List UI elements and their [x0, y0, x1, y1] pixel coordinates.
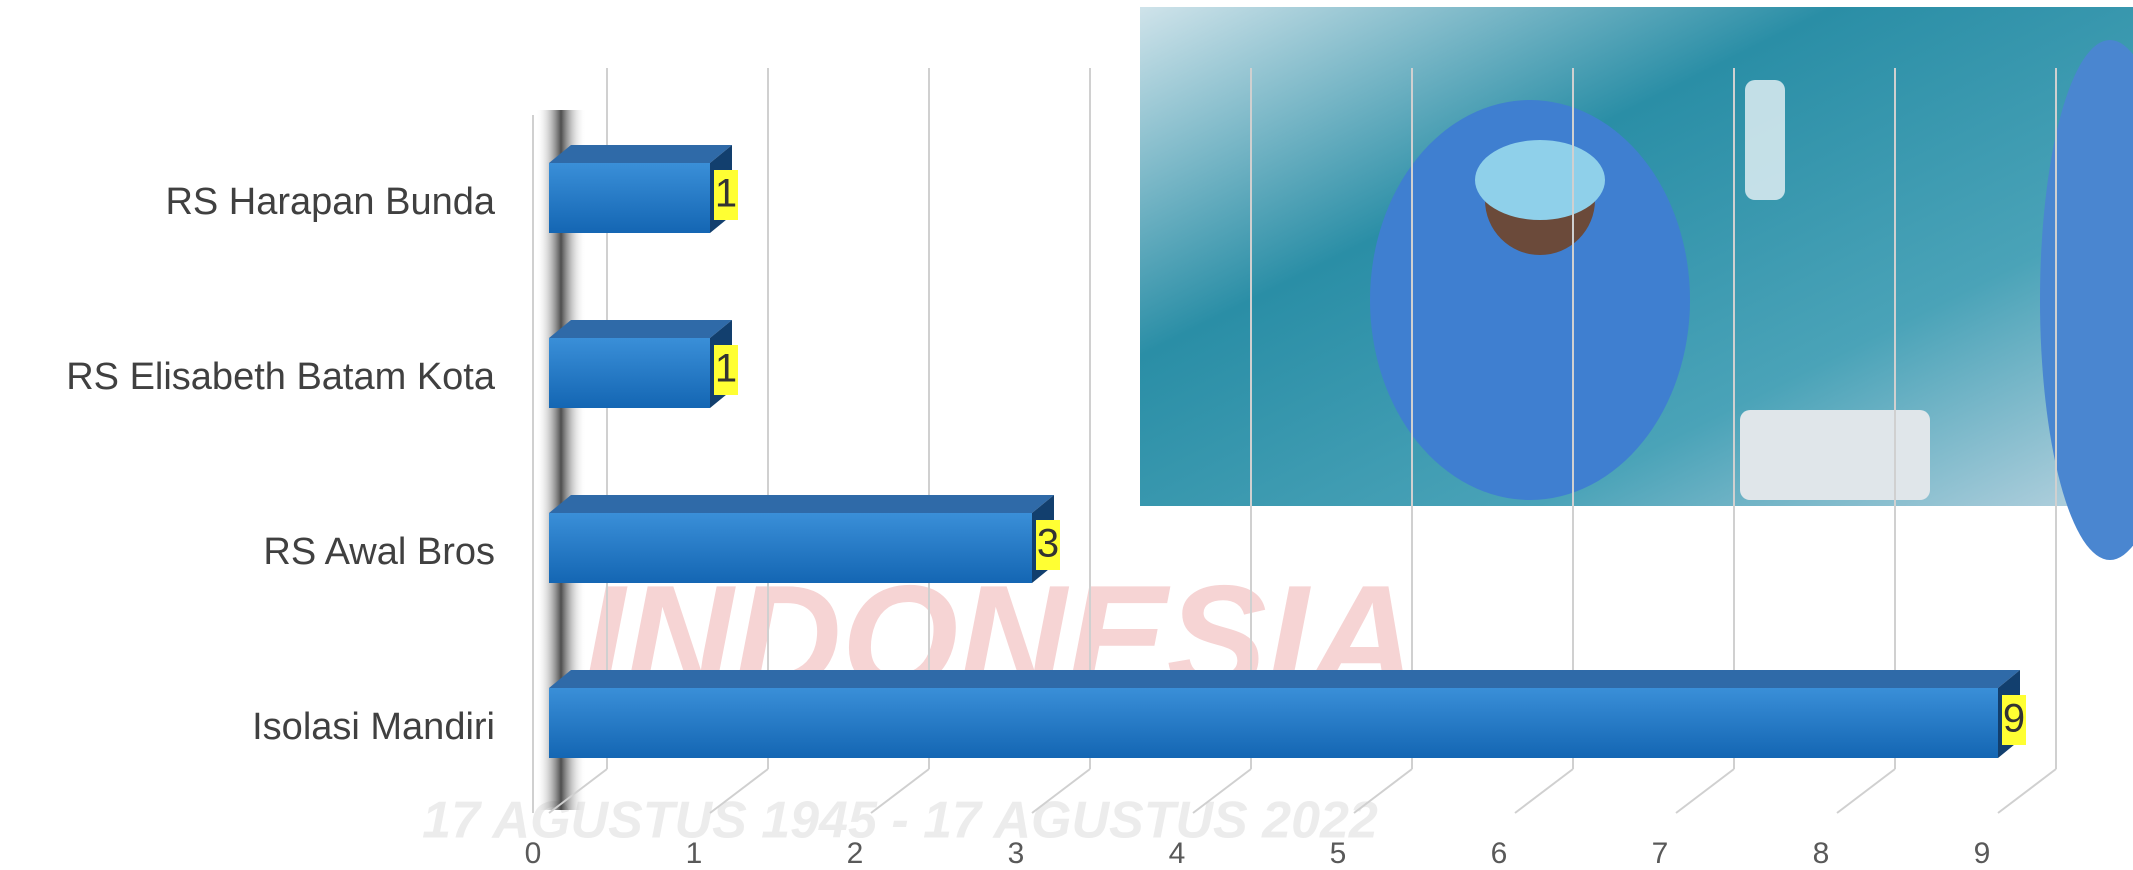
x-tick-label: 5 — [1330, 837, 1347, 870]
bar — [549, 163, 710, 233]
bar-top — [549, 320, 732, 338]
x-tick-label: 4 — [1169, 837, 1186, 870]
x-tick-label: 0 — [525, 837, 542, 870]
x-tick-label: 6 — [1491, 837, 1508, 870]
category-label: RS Harapan Bunda — [165, 181, 495, 223]
x-tick-label: 9 — [1974, 837, 1991, 870]
bar-top — [549, 145, 732, 163]
category-label: RS Elisabeth Batam Kota — [66, 356, 496, 398]
photo — [1140, 7, 2133, 560]
bar — [549, 338, 710, 408]
bar — [549, 688, 1998, 758]
value-label: 1 — [715, 347, 737, 391]
x-tick-label: 7 — [1652, 837, 1669, 870]
bar — [549, 513, 1032, 583]
value-label: 9 — [2003, 697, 2025, 741]
grid-line — [1998, 769, 2056, 813]
category-label: RS Awal Bros — [263, 531, 495, 573]
x-tick-label: 3 — [1008, 837, 1025, 870]
value-label: 1 — [715, 172, 737, 216]
grid-line — [1837, 769, 1895, 813]
grid-line — [1515, 769, 1573, 813]
bar-top — [549, 670, 2020, 688]
chart: INDONESIA 17 AGUSTUS 1945 - 17 AGUSTUS 2… — [0, 0, 2133, 870]
grid-line — [1676, 769, 1734, 813]
bar-top — [549, 495, 1054, 513]
value-label: 3 — [1037, 522, 1059, 566]
x-tick-label: 8 — [1813, 837, 1830, 870]
category-label: Isolasi Mandiri — [252, 706, 495, 748]
x-tick-label: 2 — [847, 837, 864, 870]
x-tick-label: 1 — [686, 837, 703, 870]
